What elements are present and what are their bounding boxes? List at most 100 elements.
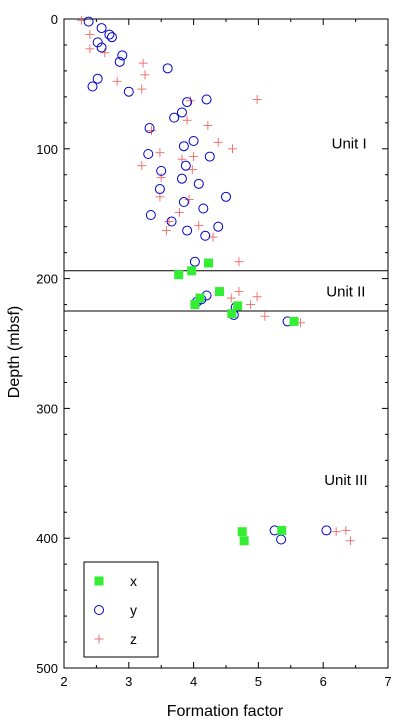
data-point-x (233, 301, 243, 311)
data-point-x (195, 293, 205, 303)
data-point-y (182, 225, 193, 236)
unit-boundaries (64, 270, 388, 312)
data-point-z (184, 194, 194, 204)
y-tick-label: 500 (36, 661, 58, 676)
data-point-x (174, 270, 184, 280)
data-point-z (138, 58, 148, 68)
unit-labels: Unit I Unit II Unit III (324, 136, 367, 489)
legend-marker-z (94, 634, 104, 644)
x-tick-label: 5 (255, 674, 262, 689)
x-tick-label: 3 (125, 674, 132, 689)
data-point-x (289, 316, 299, 326)
data-point-y (221, 191, 231, 202)
data-point-y (92, 37, 103, 48)
legend-label-y: y (130, 602, 137, 618)
data-point-y (182, 97, 193, 108)
data-point-y (87, 81, 98, 92)
y-tick-label: 0 (51, 12, 58, 27)
legend-marker-y (94, 605, 104, 615)
data-point-x (204, 258, 214, 268)
x-tick-label: 7 (384, 674, 391, 689)
data-point-y (83, 16, 94, 27)
data-point-x (237, 527, 247, 537)
data-point-y (200, 230, 211, 241)
data-point-y (144, 123, 155, 134)
series-y-markers (83, 16, 332, 545)
data-point-z (189, 152, 199, 162)
x-tick-label: 2 (60, 674, 67, 689)
data-point-z (252, 292, 262, 302)
data-point-y (96, 23, 107, 34)
data-point-z (234, 287, 244, 297)
data-point-y (204, 151, 215, 162)
data-point-z (234, 257, 244, 267)
data-point-y (178, 141, 189, 152)
y-tick-label: 400 (36, 531, 58, 546)
data-point-z (137, 84, 147, 94)
data-point-z (182, 115, 192, 125)
data-point-z (227, 144, 237, 154)
series-x-markers (174, 258, 299, 546)
data-point-x (227, 309, 237, 319)
data-point-z (156, 172, 166, 182)
data-point-y (162, 63, 173, 74)
data-point-y (92, 73, 103, 84)
data-point-x (277, 525, 287, 535)
data-point-y (114, 56, 125, 67)
data-point-y (154, 184, 165, 195)
data-point-y (145, 209, 156, 220)
data-point-z (194, 220, 204, 230)
y-tick-label: 100 (36, 142, 58, 157)
data-point-z (112, 76, 122, 86)
data-point-y (106, 32, 117, 43)
data-point-y (188, 136, 199, 147)
data-point-x (187, 266, 197, 276)
y-tick-label: 300 (36, 401, 58, 416)
legend-label-z: z (130, 631, 137, 647)
data-point-y (178, 197, 189, 208)
data-point-y (156, 165, 167, 176)
data-point-z (155, 148, 165, 158)
data-point-x (239, 536, 249, 546)
y-axis-ticks: 0 100 200 300 400 500 (36, 12, 388, 676)
data-point-y (213, 221, 224, 232)
y-tick-label: 200 (36, 272, 58, 287)
series-z-markers (76, 15, 355, 546)
data-point-y (104, 29, 115, 40)
unit-label: Unit III (324, 472, 367, 489)
data-point-z (185, 96, 195, 106)
data-point-z (177, 154, 187, 164)
data-point-z (213, 137, 223, 147)
data-point-z (203, 120, 213, 130)
x-axis-ticks: 2 3 4 5 6 7 (60, 19, 392, 689)
data-point-y (176, 173, 187, 184)
data-point-y (176, 107, 187, 118)
data-point-y (123, 86, 134, 97)
data-point-z (164, 216, 174, 226)
data-point-y (180, 160, 191, 171)
data-point-y (276, 534, 287, 545)
x-tick-label: 6 (320, 674, 327, 689)
data-point-x (190, 300, 200, 310)
data-point-z (137, 161, 147, 171)
x-tick-label: 4 (190, 674, 197, 689)
data-point-y (169, 112, 180, 123)
data-point-z (341, 525, 351, 535)
legend-marker-x (94, 576, 104, 586)
data-point-y (166, 216, 177, 227)
x-axis-title: Formation factor (167, 703, 284, 720)
unit-label: Unit I (332, 136, 367, 153)
data-point-z (100, 48, 110, 58)
data-point-y (96, 42, 107, 53)
data-point-y (117, 50, 128, 61)
data-point-y (201, 94, 212, 105)
legend-box (83, 561, 159, 658)
legend: xyz (83, 561, 159, 658)
data-point-x (215, 287, 225, 297)
data-point-z (260, 311, 270, 321)
data-point-z (345, 536, 355, 546)
data-point-y (198, 203, 209, 214)
data-point-z (226, 293, 236, 303)
data-point-z (161, 226, 171, 236)
